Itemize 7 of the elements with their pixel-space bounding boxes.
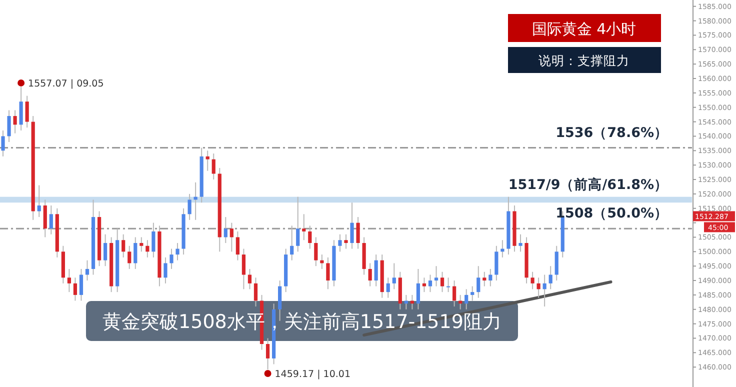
- text: 国际黄金 4小时: [532, 20, 636, 38]
- annotation: 1459.17 | 10.01: [274, 368, 351, 380]
- ref-line-label: 1536（78.6%）: [556, 124, 668, 141]
- ref-line-label: 1508（50.0%）: [556, 206, 668, 222]
- annotation: 1557.07 | 09.05: [28, 78, 104, 90]
- text: 说明：支撑阻力: [538, 53, 630, 68]
- band-label: 1517/9（前高/61.8%）: [508, 176, 668, 193]
